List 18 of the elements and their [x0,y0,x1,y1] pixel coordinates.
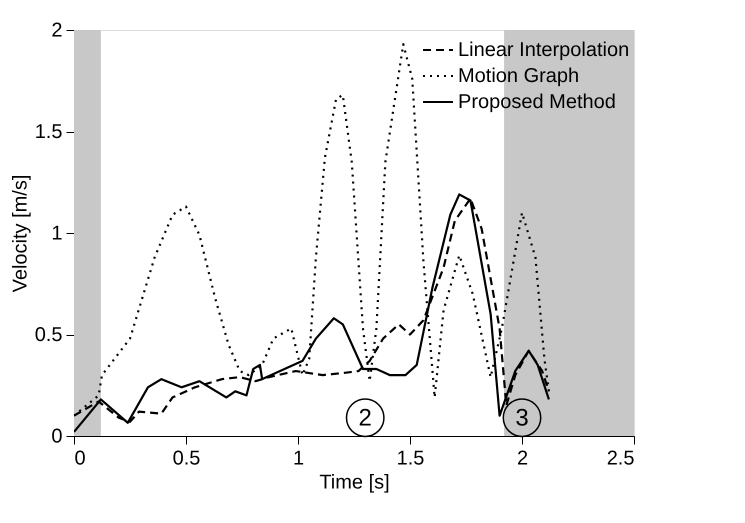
x-tick-label: 1.5 [396,448,424,470]
legend-label: Proposed Method [458,91,616,113]
legend-label: Motion Graph [458,65,580,87]
y-tick-label: 1.5 [34,121,62,143]
x-axis-title: Time [s] [319,472,390,494]
x-tick-label: 2.5 [606,448,634,470]
x-tick-label: 0.5 [172,448,200,470]
annotation: 3 [515,404,529,432]
legend-label: Linear Interpolation [458,39,630,61]
x-tick-label: 0 [74,448,86,470]
y-tick-label: 0 [51,426,62,448]
y-tick-label: 2 [51,20,62,42]
x-tick-label: 2 [516,448,528,470]
y-tick-label: 1 [51,222,62,244]
y-tick-label: 0.5 [34,324,62,346]
x-tick-label: 1 [292,448,304,470]
y-axis-title: Velocity [m/s] [10,174,32,292]
annotation: 2 [358,404,372,432]
